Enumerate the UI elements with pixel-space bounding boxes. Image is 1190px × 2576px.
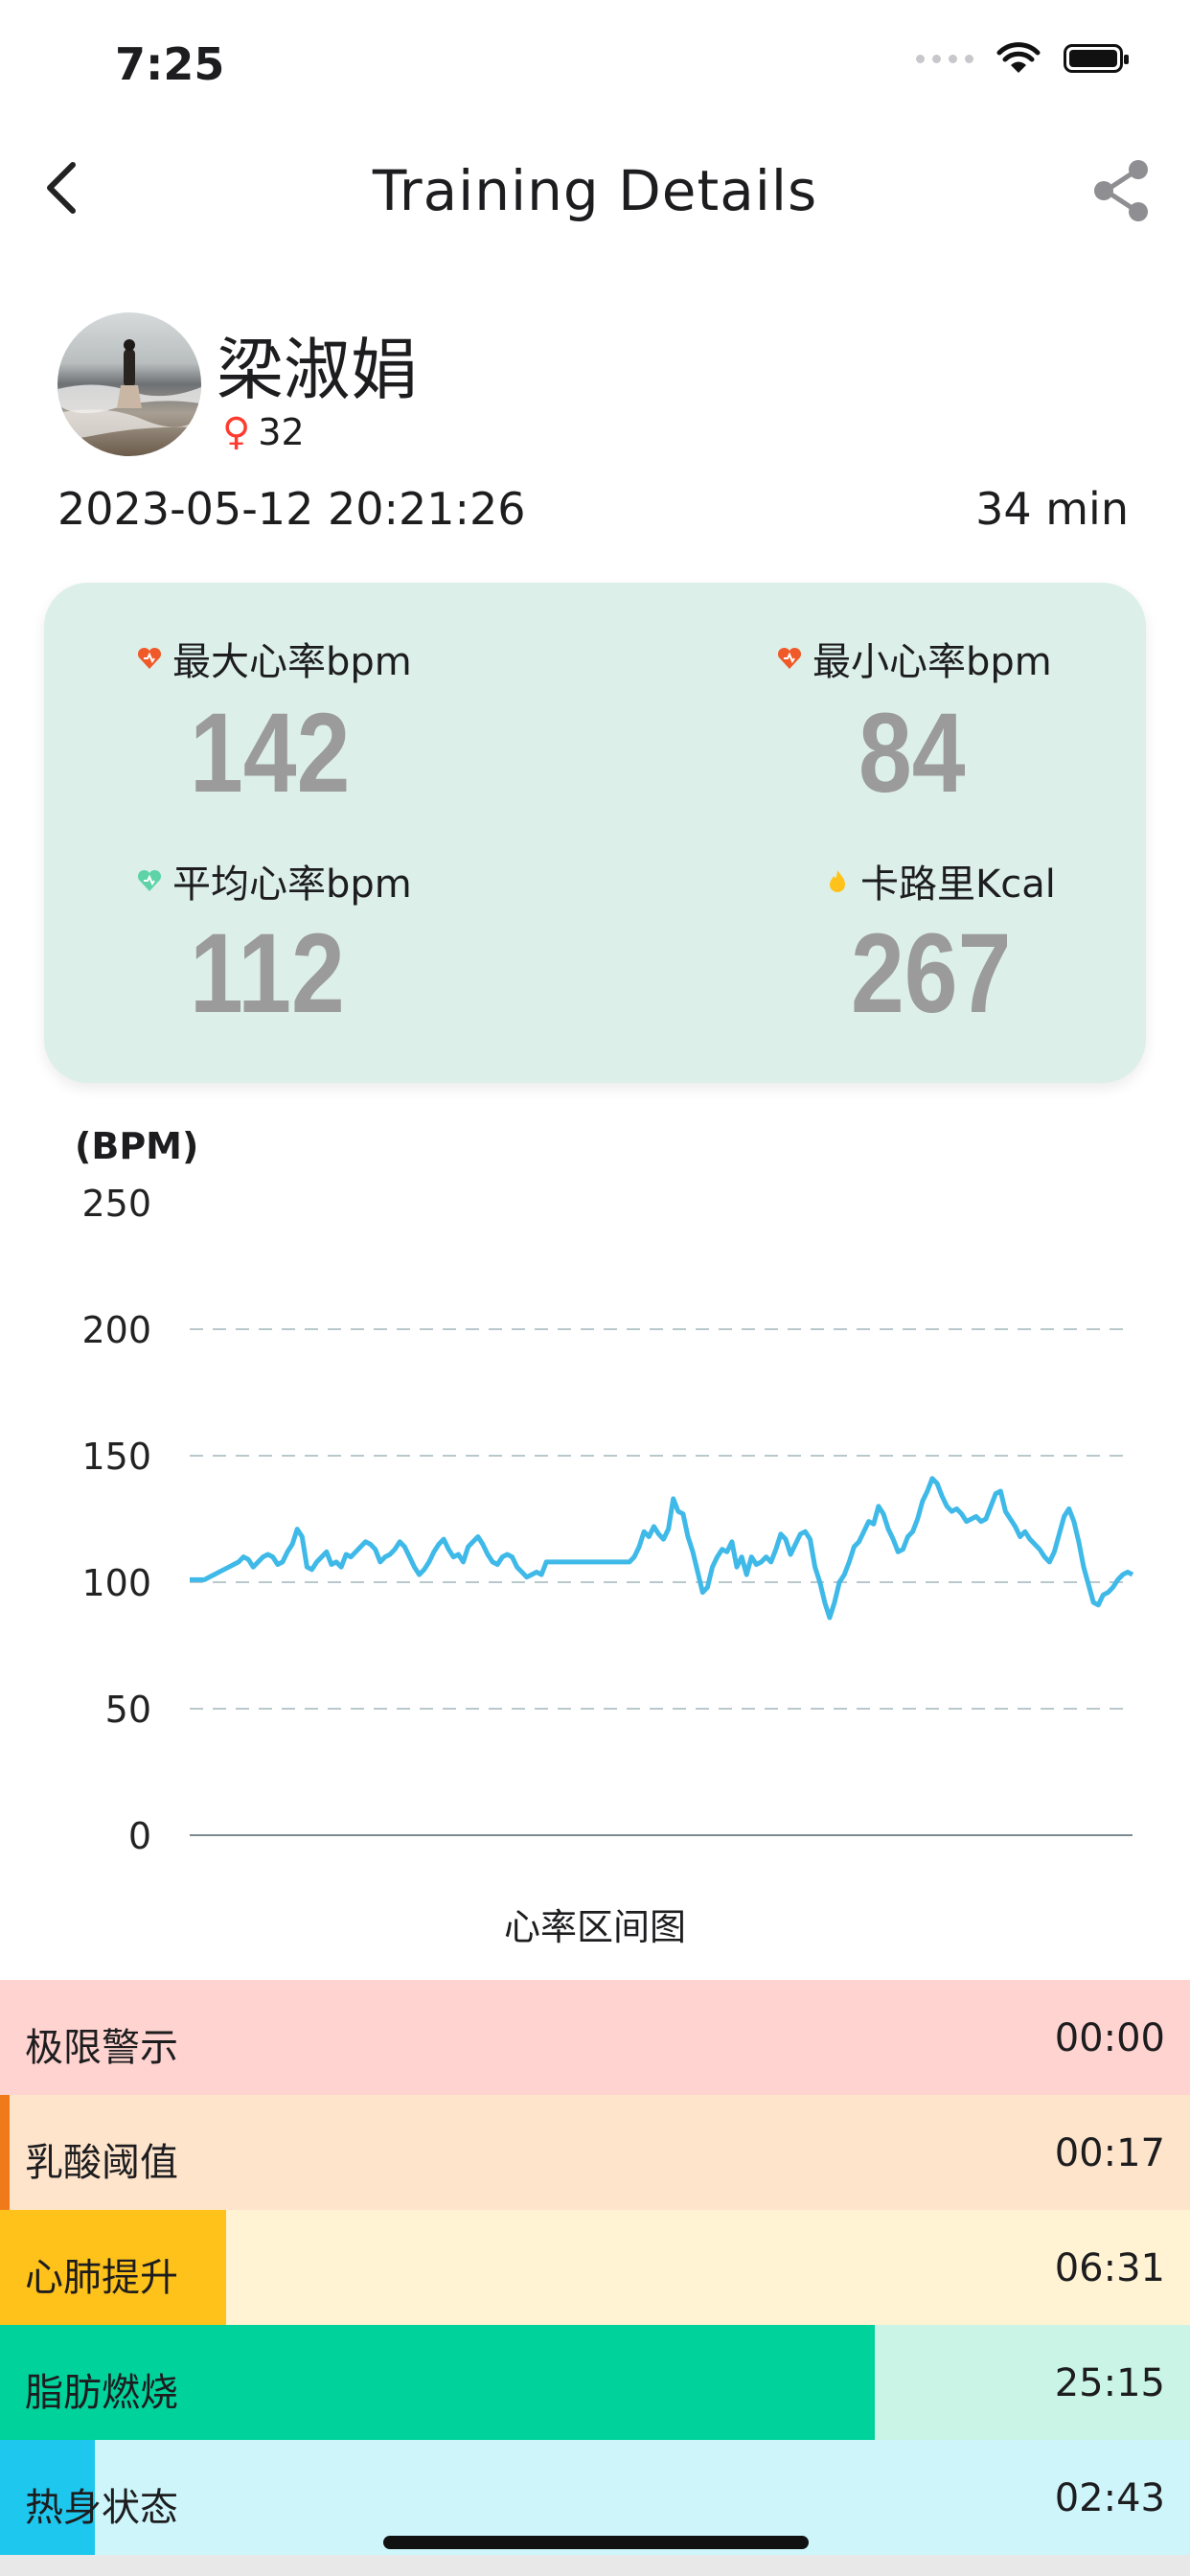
flame-icon bbox=[830, 870, 845, 892]
y-tick-label: 250 bbox=[81, 1183, 151, 1225]
battery-icon bbox=[1064, 44, 1129, 73]
zone-label: 心肺提升 bbox=[25, 2256, 178, 2300]
max-hr-value: 142 bbox=[190, 690, 351, 816]
stats-card: 最大心率bpm 142 最小心率bpm 84 平均心率bpm 112 卡路里Kc… bbox=[44, 583, 1146, 1083]
zone-time: 06:31 bbox=[1054, 2246, 1165, 2290]
y-tick-label: 50 bbox=[105, 1689, 151, 1731]
calories-label: 卡路里Kcal bbox=[860, 862, 1056, 907]
user-age: 32 bbox=[258, 411, 305, 453]
heart-rate-series-line bbox=[190, 1476, 1134, 1621]
y-tick-label: 100 bbox=[81, 1562, 151, 1604]
zone-label: 热身状态 bbox=[25, 2486, 178, 2530]
chevron-left-icon bbox=[47, 162, 76, 214]
chart-y-unit: (BPM) bbox=[75, 1125, 199, 1167]
calories-stat: 卡路里Kcal bbox=[824, 853, 1056, 908]
zone-row: 极限警示 00:00 bbox=[0, 1980, 1190, 2095]
zone-label: 极限警示 bbox=[25, 2026, 178, 2070]
heart-icon bbox=[137, 869, 162, 891]
max-hr-label: 最大心率bpm bbox=[172, 640, 412, 684]
zone-label: 乳酸阈值 bbox=[25, 2141, 178, 2185]
heart-rate-chart: 0 50 100 150 200 250 bbox=[81, 1183, 1134, 1857]
zone-time: 25:15 bbox=[1054, 2361, 1165, 2405]
training-duration: 34 min bbox=[975, 483, 1129, 535]
wifi-icon bbox=[996, 42, 1041, 73]
avg-hr-label: 平均心率bpm bbox=[172, 862, 412, 907]
status-time: 7:25 bbox=[115, 38, 225, 90]
zone-time: 02:43 bbox=[1054, 2476, 1165, 2520]
page-title: Training Details bbox=[372, 158, 818, 223]
calories-value: 267 bbox=[851, 910, 1012, 1037]
zone-label: 脂肪燃烧 bbox=[25, 2371, 178, 2415]
share-button[interactable] bbox=[1088, 157, 1156, 224]
zone-row: 心肺提升 06:31 bbox=[0, 2210, 1190, 2325]
y-tick-label: 150 bbox=[81, 1436, 151, 1478]
training-datetime: 2023-05-12 20:21:26 bbox=[57, 483, 526, 535]
zone-progress-bar bbox=[0, 2095, 10, 2210]
min-hr-label: 最小心率bpm bbox=[812, 640, 1052, 684]
max-hr-stat: 最大心率bpm bbox=[136, 631, 412, 686]
zone-time: 00:00 bbox=[1054, 2016, 1165, 2060]
y-tick-label: 200 bbox=[81, 1309, 151, 1351]
female-icon: ♀ bbox=[222, 410, 251, 454]
zone-progress-bar bbox=[0, 2325, 875, 2440]
avatar[interactable] bbox=[57, 312, 201, 456]
avg-hr-stat: 平均心率bpm bbox=[136, 853, 412, 908]
gender-age: ♀ 32 bbox=[222, 410, 305, 454]
avg-hr-value: 112 bbox=[190, 910, 345, 1037]
bottom-strip bbox=[0, 2555, 1190, 2576]
zone-progress-bar bbox=[0, 2440, 96, 2555]
back-button[interactable] bbox=[34, 153, 102, 220]
zone-row: 乳酸阈值 00:17 bbox=[0, 2095, 1190, 2210]
y-tick-label: 0 bbox=[128, 1815, 151, 1857]
user-name: 梁淑娟 bbox=[217, 331, 418, 409]
chart-caption: 心率区间图 bbox=[503, 1906, 686, 1948]
status-icons bbox=[916, 42, 1129, 75]
heart-icon bbox=[777, 647, 802, 669]
home-indicator bbox=[383, 2536, 809, 2549]
min-hr-value: 84 bbox=[858, 690, 966, 816]
zone-time: 00:17 bbox=[1054, 2131, 1165, 2175]
heart-icon bbox=[137, 647, 162, 669]
share-icon bbox=[1094, 160, 1148, 221]
cellular-signal-icon bbox=[916, 54, 973, 63]
zone-progress-bar bbox=[0, 2210, 226, 2325]
zone-row: 脂肪燃烧 25:15 bbox=[0, 2325, 1190, 2440]
min-hr-stat: 最小心率bpm bbox=[776, 631, 1052, 686]
